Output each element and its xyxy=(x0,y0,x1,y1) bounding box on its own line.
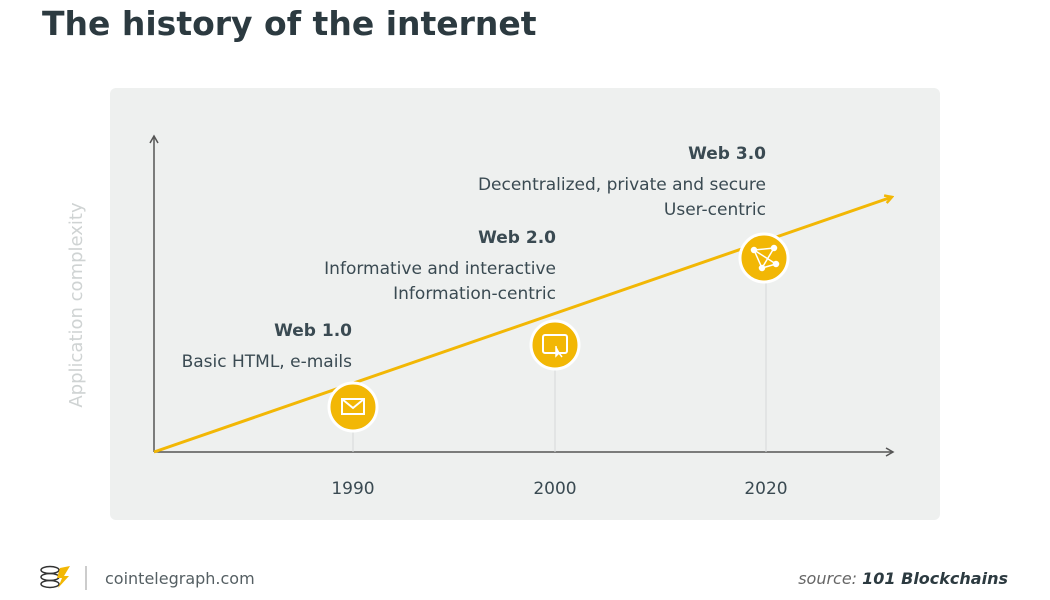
source-name: 101 Blockchains xyxy=(862,569,1008,588)
milestone: Web 2.0 Informative and interactive Info… xyxy=(324,228,581,499)
milestone: Web 1.0 Basic HTML, e-mails 1990 xyxy=(182,321,379,499)
milestone-text: Basic HTML, e-mails xyxy=(182,352,353,372)
panel xyxy=(110,88,940,520)
milestone: Web 3.0 Decentralized, private and secur… xyxy=(478,144,790,499)
source-prefix: source: xyxy=(798,569,857,588)
milestone-title: Web 1.0 xyxy=(274,321,352,341)
year-label: 2000 xyxy=(533,479,576,499)
logo xyxy=(40,565,70,589)
guides xyxy=(352,282,767,452)
milestone-text: User-centric xyxy=(664,200,766,220)
milestone-text: Decentralized, private and secure xyxy=(478,175,766,195)
source: source: 101 Blockchains xyxy=(798,569,1008,588)
milestone-title: Web 3.0 xyxy=(688,144,766,164)
year-label: 2020 xyxy=(744,479,787,499)
y-axis-label: Application complexity xyxy=(66,202,87,408)
brand: cointelegraph.com xyxy=(105,569,255,588)
title: The history of the internet xyxy=(42,4,537,43)
milestone-text: Informative and interactive xyxy=(324,259,556,279)
milestone-title: Web 2.0 xyxy=(478,228,556,248)
year-label: 1990 xyxy=(331,479,374,499)
milestone-text: Information-centric xyxy=(393,284,556,304)
